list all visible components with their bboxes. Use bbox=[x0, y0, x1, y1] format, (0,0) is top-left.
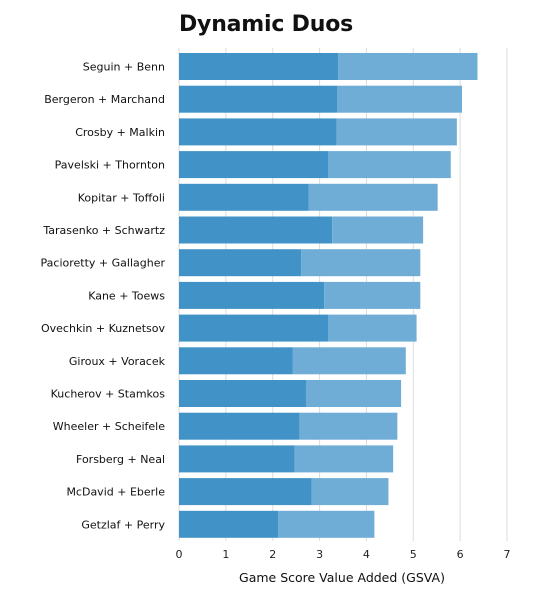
bar-segment-1-3 bbox=[179, 151, 329, 179]
bar-segment-1-9 bbox=[179, 347, 293, 375]
x-tick-label-3: 3 bbox=[316, 548, 323, 561]
bar-segment-1-11 bbox=[179, 412, 300, 440]
bar-segment-1-14 bbox=[179, 510, 279, 538]
x-tick-label-1: 1 bbox=[222, 548, 229, 561]
bar-segment-2-10 bbox=[305, 380, 402, 407]
bar-segment-2-14 bbox=[278, 510, 375, 538]
bar-segment-2-11 bbox=[299, 412, 398, 440]
category-label: Wheeler + Scheifele bbox=[53, 420, 165, 433]
category-label: Getzlaf + Perry bbox=[81, 518, 165, 531]
category-label: Forsberg + Neal bbox=[76, 453, 165, 466]
bar-segment-1-0 bbox=[179, 53, 339, 80]
x-tick-label-4: 4 bbox=[363, 548, 370, 561]
x-tick-label-2: 2 bbox=[269, 548, 276, 561]
bar-segment-1-8 bbox=[179, 314, 329, 342]
bar-segment-2-1 bbox=[337, 85, 463, 113]
bar-segment-1-2 bbox=[179, 118, 337, 146]
x-tick-label-6: 6 bbox=[457, 548, 464, 561]
x-axis-label: Game Score Value Added (GSVA) bbox=[239, 570, 445, 585]
bar-segment-2-13 bbox=[311, 478, 389, 506]
bar-segment-2-3 bbox=[328, 151, 451, 179]
bar-segment-1-4 bbox=[179, 183, 309, 211]
bar-segment-2-8 bbox=[328, 314, 417, 342]
category-label: Crosby + Malkin bbox=[75, 126, 165, 139]
bars bbox=[179, 53, 478, 538]
category-label: Kopitar + Toffoli bbox=[78, 191, 165, 204]
x-tick-label-5: 5 bbox=[410, 548, 417, 561]
category-label: Ovechkin + Kuznetsov bbox=[41, 322, 165, 335]
category-label: Seguin + Benn bbox=[83, 61, 165, 74]
bar-segment-2-7 bbox=[324, 281, 421, 309]
bar-segment-1-5 bbox=[179, 216, 333, 244]
bar-segment-2-5 bbox=[332, 216, 424, 244]
category-label: Giroux + Voracek bbox=[69, 355, 166, 368]
x-tick-label-0: 0 bbox=[176, 548, 183, 561]
category-label: Pacioretty + Gallagher bbox=[41, 257, 166, 270]
x-tick-labels: 0 1 2 3 4 5 6 7 bbox=[176, 548, 511, 561]
bar-segment-1-13 bbox=[179, 478, 312, 506]
x-tick-label-7: 7 bbox=[504, 548, 511, 561]
bar-segment-1-10 bbox=[179, 380, 306, 407]
bar-segment-2-9 bbox=[292, 347, 406, 375]
bar-segment-2-2 bbox=[336, 118, 457, 146]
category-label: Bergeron + Marchand bbox=[44, 93, 165, 106]
category-labels: Seguin + Benn Bergeron + Marchand Crosby +… bbox=[41, 61, 166, 532]
category-label: Tarasenko + Schwartz bbox=[42, 224, 165, 237]
bar-segment-1-1 bbox=[179, 85, 338, 113]
bar-segment-2-4 bbox=[308, 183, 438, 211]
category-label: Kucherov + Stamkos bbox=[51, 388, 166, 401]
chart-title: Dynamic Duos bbox=[179, 12, 354, 37]
bar-segment-2-6 bbox=[301, 249, 421, 277]
bar-segment-1-7 bbox=[179, 281, 325, 309]
category-label: Kane + Toews bbox=[88, 289, 165, 302]
bar-segment-2-12 bbox=[294, 445, 394, 473]
category-label: McDavid + Eberle bbox=[66, 486, 165, 499]
bar-segment-1-6 bbox=[179, 249, 302, 277]
bar-segment-1-12 bbox=[179, 445, 295, 473]
category-label: Pavelski + Thornton bbox=[55, 159, 165, 172]
bar-segment-2-0 bbox=[338, 53, 478, 80]
